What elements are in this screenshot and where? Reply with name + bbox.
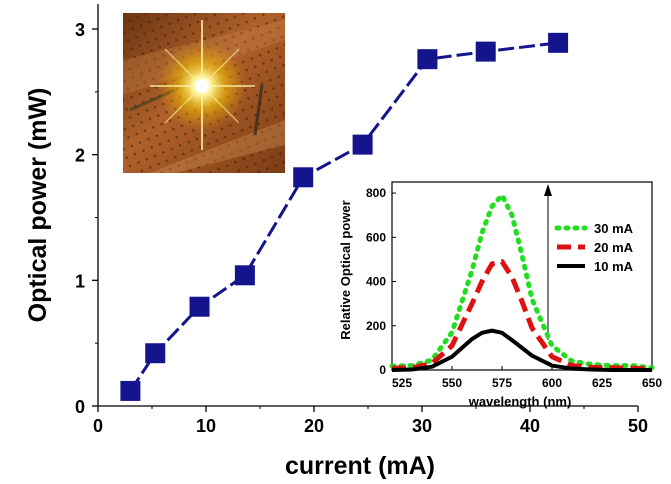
inset-x-tick-label: 600 [542, 376, 562, 390]
legend-label: 10 mA [594, 259, 634, 274]
y-tick-label: 3 [75, 20, 85, 40]
data-point-marker [475, 41, 496, 62]
x-axis-title: current (mA) [285, 452, 435, 480]
inset-y-tick-label: 600 [366, 230, 386, 244]
inset-x-tick-label: 575 [492, 376, 512, 390]
data-point-marker [417, 49, 438, 70]
data-point-marker [145, 343, 166, 364]
y-axis-title: Optical power (mW) [24, 88, 52, 323]
spectrum-series-10-ma [391, 328, 652, 372]
inset-x-tick-label: 550 [442, 376, 462, 390]
data-point-marker [352, 134, 373, 155]
x-tick-label: 30 [412, 416, 432, 436]
inset-y-tick-label: 400 [366, 275, 386, 289]
inset-x-tick-label: 650 [642, 376, 662, 390]
y-tick-label: 1 [75, 271, 85, 291]
inset-x-axis-title: wavelength (nm) [468, 394, 572, 409]
legend-label: 30 mA [594, 221, 634, 236]
inset-y-tick-label: 800 [366, 186, 386, 200]
y-tick-label: 2 [75, 146, 85, 166]
x-tick-label: 40 [520, 416, 540, 436]
legend-label: 20 mA [594, 240, 634, 255]
data-point-marker [548, 32, 569, 53]
inset-y-axis-title: Relative Optical power [338, 200, 353, 339]
spectrum-legend: 30 mA 20 mA 10 mA [554, 221, 634, 274]
x-tick-label: 20 [304, 416, 324, 436]
x-tick-label: 10 [196, 416, 216, 436]
spectrum-series-20-ma [391, 259, 653, 372]
inset-y-tick-label: 0 [379, 363, 386, 377]
inset-plot-frame [391, 181, 653, 371]
main-chart-series [120, 32, 569, 401]
x-tick-label: 0 [93, 416, 103, 436]
spectrum-inset-series [389, 192, 655, 372]
inset-x-tick-label: 525 [392, 376, 412, 390]
y-tick-label: 0 [75, 397, 85, 417]
increase-arrow-head [544, 184, 552, 196]
data-point-marker [120, 380, 141, 401]
main-chart-axes: 0 10 20 30 40 50 0 1 2 3 current (mA) Optical power… [24, 4, 648, 480]
x-tick-label: 50 [628, 416, 648, 436]
spectrum-series-30-ma [389, 192, 655, 371]
data-point-marker [234, 265, 255, 286]
glowing-led-photo [123, 13, 285, 173]
inset-y-tick-label: 200 [366, 319, 386, 333]
data-point-marker [189, 296, 210, 317]
spectrum-inset-axes: 525 550 575 600 625 650 0 200 400 600 800 wavelengt… [338, 181, 662, 409]
data-point-marker [293, 167, 314, 188]
inset-x-tick-label: 625 [592, 376, 612, 390]
